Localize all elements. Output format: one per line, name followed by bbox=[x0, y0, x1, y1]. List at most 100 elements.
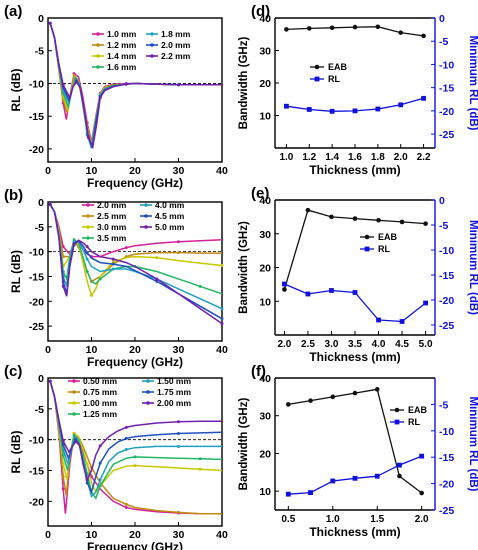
series-point bbox=[155, 256, 159, 260]
panel-f: 0.5 1.0 1.5 2.0 10 20 30 40 -5 -10 -15 -20 -25 Thickn… bbox=[238, 363, 478, 539]
legend-marker bbox=[146, 401, 150, 405]
y-tick-label: 40 bbox=[259, 373, 271, 385]
y-tick-label: 10 bbox=[259, 111, 271, 123]
legend-entry: 4.0 mm bbox=[155, 200, 185, 210]
rl-point bbox=[352, 475, 358, 481]
rl-point bbox=[329, 288, 334, 293]
y2-tick-label: -15 bbox=[439, 452, 454, 464]
rl-point bbox=[352, 108, 358, 114]
series-point bbox=[124, 82, 128, 86]
legend-marker bbox=[96, 65, 100, 69]
series-point bbox=[98, 461, 102, 465]
series-point bbox=[85, 257, 89, 261]
series-point bbox=[85, 251, 89, 255]
legend-entry: EAB bbox=[328, 62, 348, 72]
legend-marker bbox=[86, 214, 90, 218]
rl-line bbox=[288, 455, 422, 495]
legend-marker bbox=[96, 54, 100, 58]
series-point bbox=[90, 293, 93, 297]
series-line bbox=[49, 380, 222, 483]
legend-marker bbox=[86, 225, 90, 229]
y2-tick-label: -25 bbox=[439, 505, 454, 517]
series-point bbox=[98, 484, 102, 488]
eab-point bbox=[421, 33, 426, 39]
series-point bbox=[85, 478, 89, 482]
series-point bbox=[124, 506, 128, 509]
y2-tick-label: -20 bbox=[439, 479, 454, 491]
x-tick-label: 0.5 bbox=[281, 514, 295, 525]
y2-tick-label: -15 bbox=[439, 83, 454, 95]
eab-point bbox=[284, 27, 289, 32]
panel-b: 0 10 20 30 40 0 -5 -10 -15 -20 -25 Frequency (GHz) R… bbox=[4, 187, 228, 369]
legend-entry: 2.0 mm bbox=[97, 200, 127, 210]
series-point bbox=[85, 270, 89, 273]
x-tick-label: 0 bbox=[45, 344, 51, 356]
series-point bbox=[85, 481, 89, 485]
eab-point bbox=[374, 387, 380, 392]
series-point bbox=[61, 453, 65, 457]
legend-marker bbox=[72, 401, 76, 405]
series-point bbox=[177, 510, 180, 514]
legend-entry: 0.50 mm bbox=[83, 376, 117, 386]
y2-tick-label: -5 bbox=[439, 399, 448, 411]
rl-point bbox=[285, 491, 291, 497]
series-point bbox=[72, 243, 76, 247]
rl-point bbox=[329, 108, 335, 114]
y2-tick-label: -15 bbox=[439, 270, 454, 282]
y-tick-label: -5 bbox=[35, 46, 44, 58]
panel-label: (c) bbox=[4, 363, 22, 380]
legend-entry: 1.2 mm bbox=[107, 40, 137, 50]
rl-line bbox=[284, 283, 427, 323]
series-point bbox=[133, 455, 137, 459]
eab-point bbox=[398, 30, 404, 35]
y-axis-label: RL (dB) bbox=[9, 430, 23, 473]
x-tick-label: 4.0 bbox=[372, 339, 386, 350]
legend-entry: 3.0 mm bbox=[97, 222, 127, 232]
y2-axis-label: Minimum RL (dB) bbox=[467, 36, 478, 131]
rl-point bbox=[397, 462, 402, 468]
y2-tick-label: -10 bbox=[439, 245, 454, 257]
y-axis-label: RL (dB) bbox=[9, 250, 23, 293]
series-point bbox=[124, 448, 128, 452]
rl-point bbox=[421, 95, 426, 101]
legend-marker bbox=[144, 214, 148, 218]
y-tick-label: 30 bbox=[259, 46, 271, 58]
series-point bbox=[177, 420, 180, 424]
x-tick-label: 2.2 bbox=[417, 152, 431, 163]
panel-label: (a) bbox=[4, 3, 22, 20]
y-tick-label: -15 bbox=[29, 271, 44, 283]
x-axis-label: Frequency (GHz) bbox=[87, 176, 183, 190]
legend-marker bbox=[72, 412, 76, 416]
x-tick-label: 1.4 bbox=[325, 152, 339, 163]
legend-marker bbox=[394, 419, 400, 425]
x-tick-label: 2.0 bbox=[415, 514, 429, 525]
rl-point bbox=[375, 106, 381, 112]
series-point bbox=[220, 322, 224, 326]
series-point bbox=[177, 444, 180, 448]
eab-point bbox=[352, 390, 358, 396]
y-tick-label: 30 bbox=[259, 229, 271, 241]
y2-axis-label: Minimum RL (dB) bbox=[467, 220, 478, 315]
plot-frame bbox=[47, 377, 223, 527]
y2-tick-label: -20 bbox=[439, 295, 454, 307]
legend-marker bbox=[86, 236, 90, 240]
series-point bbox=[177, 240, 180, 244]
legend-entry: RL bbox=[408, 417, 420, 427]
y2-tick-label: -5 bbox=[439, 220, 448, 232]
legend-entry: 4.5 mm bbox=[155, 211, 185, 221]
y-tick-label: -20 bbox=[29, 144, 44, 156]
series-point bbox=[61, 439, 65, 443]
panel-label: (d) bbox=[251, 3, 270, 20]
series-point bbox=[198, 457, 202, 461]
y2-tick-label: -10 bbox=[439, 426, 454, 438]
y-tick-label: -10 bbox=[29, 435, 44, 447]
legend-marker bbox=[144, 203, 148, 207]
y-tick-label: 20 bbox=[259, 78, 271, 90]
y2-tick-label: -25 bbox=[439, 129, 454, 141]
x-tick-label: 10 bbox=[86, 529, 98, 541]
series-point bbox=[111, 257, 115, 261]
eab-point bbox=[330, 394, 336, 400]
legend-entry: RL bbox=[378, 244, 390, 254]
y2-tick-label: 0 bbox=[439, 13, 445, 25]
eab-point bbox=[397, 473, 402, 479]
